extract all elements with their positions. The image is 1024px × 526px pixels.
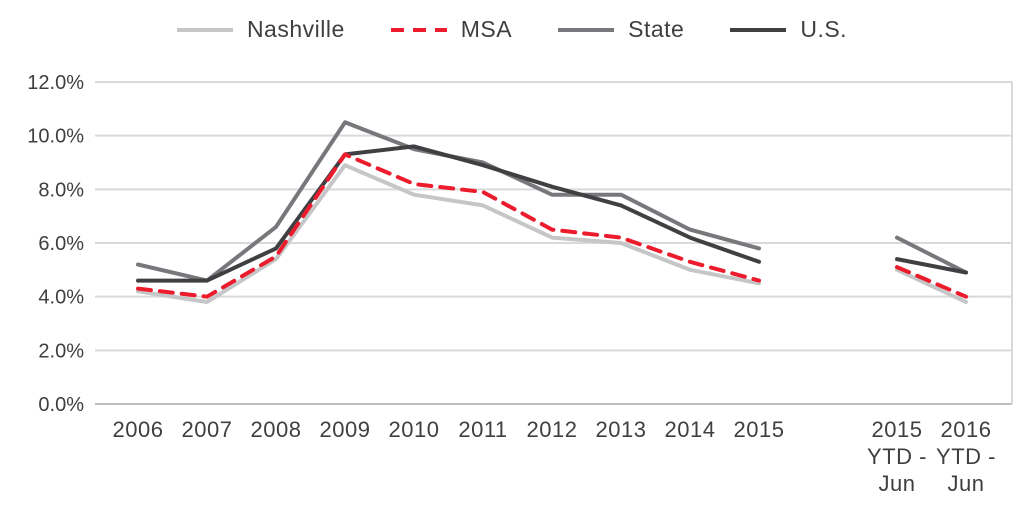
y-axis-tick-label: 4.0% xyxy=(38,287,84,309)
series-line-us xyxy=(136,144,761,283)
x-axis-tick-label: 2014 xyxy=(665,417,716,442)
x-axis-tick-label: 2015 xyxy=(734,417,785,442)
series-line-us xyxy=(895,257,968,275)
legend-item-state: State xyxy=(558,16,684,43)
legend-label-msa: MSA xyxy=(460,16,513,42)
legend-item-msa: MSA xyxy=(390,16,513,43)
x-axis-tick-label: 2012 xyxy=(527,417,578,442)
x-axis-tick-label: 2009 xyxy=(320,417,371,442)
x-axis-tick-label: 2008 xyxy=(251,417,302,442)
series-line-state xyxy=(895,235,968,275)
y-axis-tick-label: 12.0% xyxy=(27,72,84,94)
x-axis-tick-label: 2007 xyxy=(182,417,233,442)
y-axis-tick-label: 6.0% xyxy=(38,233,84,255)
series-line-nashville xyxy=(895,267,968,304)
nashville-line-swatch xyxy=(176,27,233,32)
x-axis-tick-label: 2011 xyxy=(458,417,507,442)
x-axis-tick-label: 2013 xyxy=(596,417,647,442)
x-axis-tick-label: 2015 YTD -Jun xyxy=(867,417,927,496)
y-axis-tick-label: 8.0% xyxy=(38,179,84,201)
legend-label-us: U.S. xyxy=(800,16,848,42)
series-line-msa xyxy=(136,152,761,299)
legend-label-nashville: Nashville xyxy=(246,16,345,42)
legend-item-nashville: Nashville xyxy=(176,16,345,43)
series-line-msa xyxy=(895,265,968,299)
chart-legend: Nashville MSA State U.S. xyxy=(0,16,1024,43)
x-axis-tick-label: 2010 xyxy=(389,417,440,442)
us-line-swatch xyxy=(730,27,787,32)
legend-item-us: U.S. xyxy=(730,16,847,43)
x-axis-tick-label: 2006 xyxy=(113,417,164,442)
series-line-nashville xyxy=(136,163,761,304)
y-axis-tick-label: 0.0% xyxy=(38,394,84,416)
msa-dashed-line-swatch xyxy=(390,27,447,32)
y-axis-tick-label: 10.0% xyxy=(27,126,84,148)
y-axis-tick-label: 2.0% xyxy=(38,340,84,362)
legend-label-state: State xyxy=(628,16,685,42)
x-axis-tick-label: 2016 YTD -Jun xyxy=(936,417,996,496)
state-line-swatch xyxy=(558,27,615,32)
